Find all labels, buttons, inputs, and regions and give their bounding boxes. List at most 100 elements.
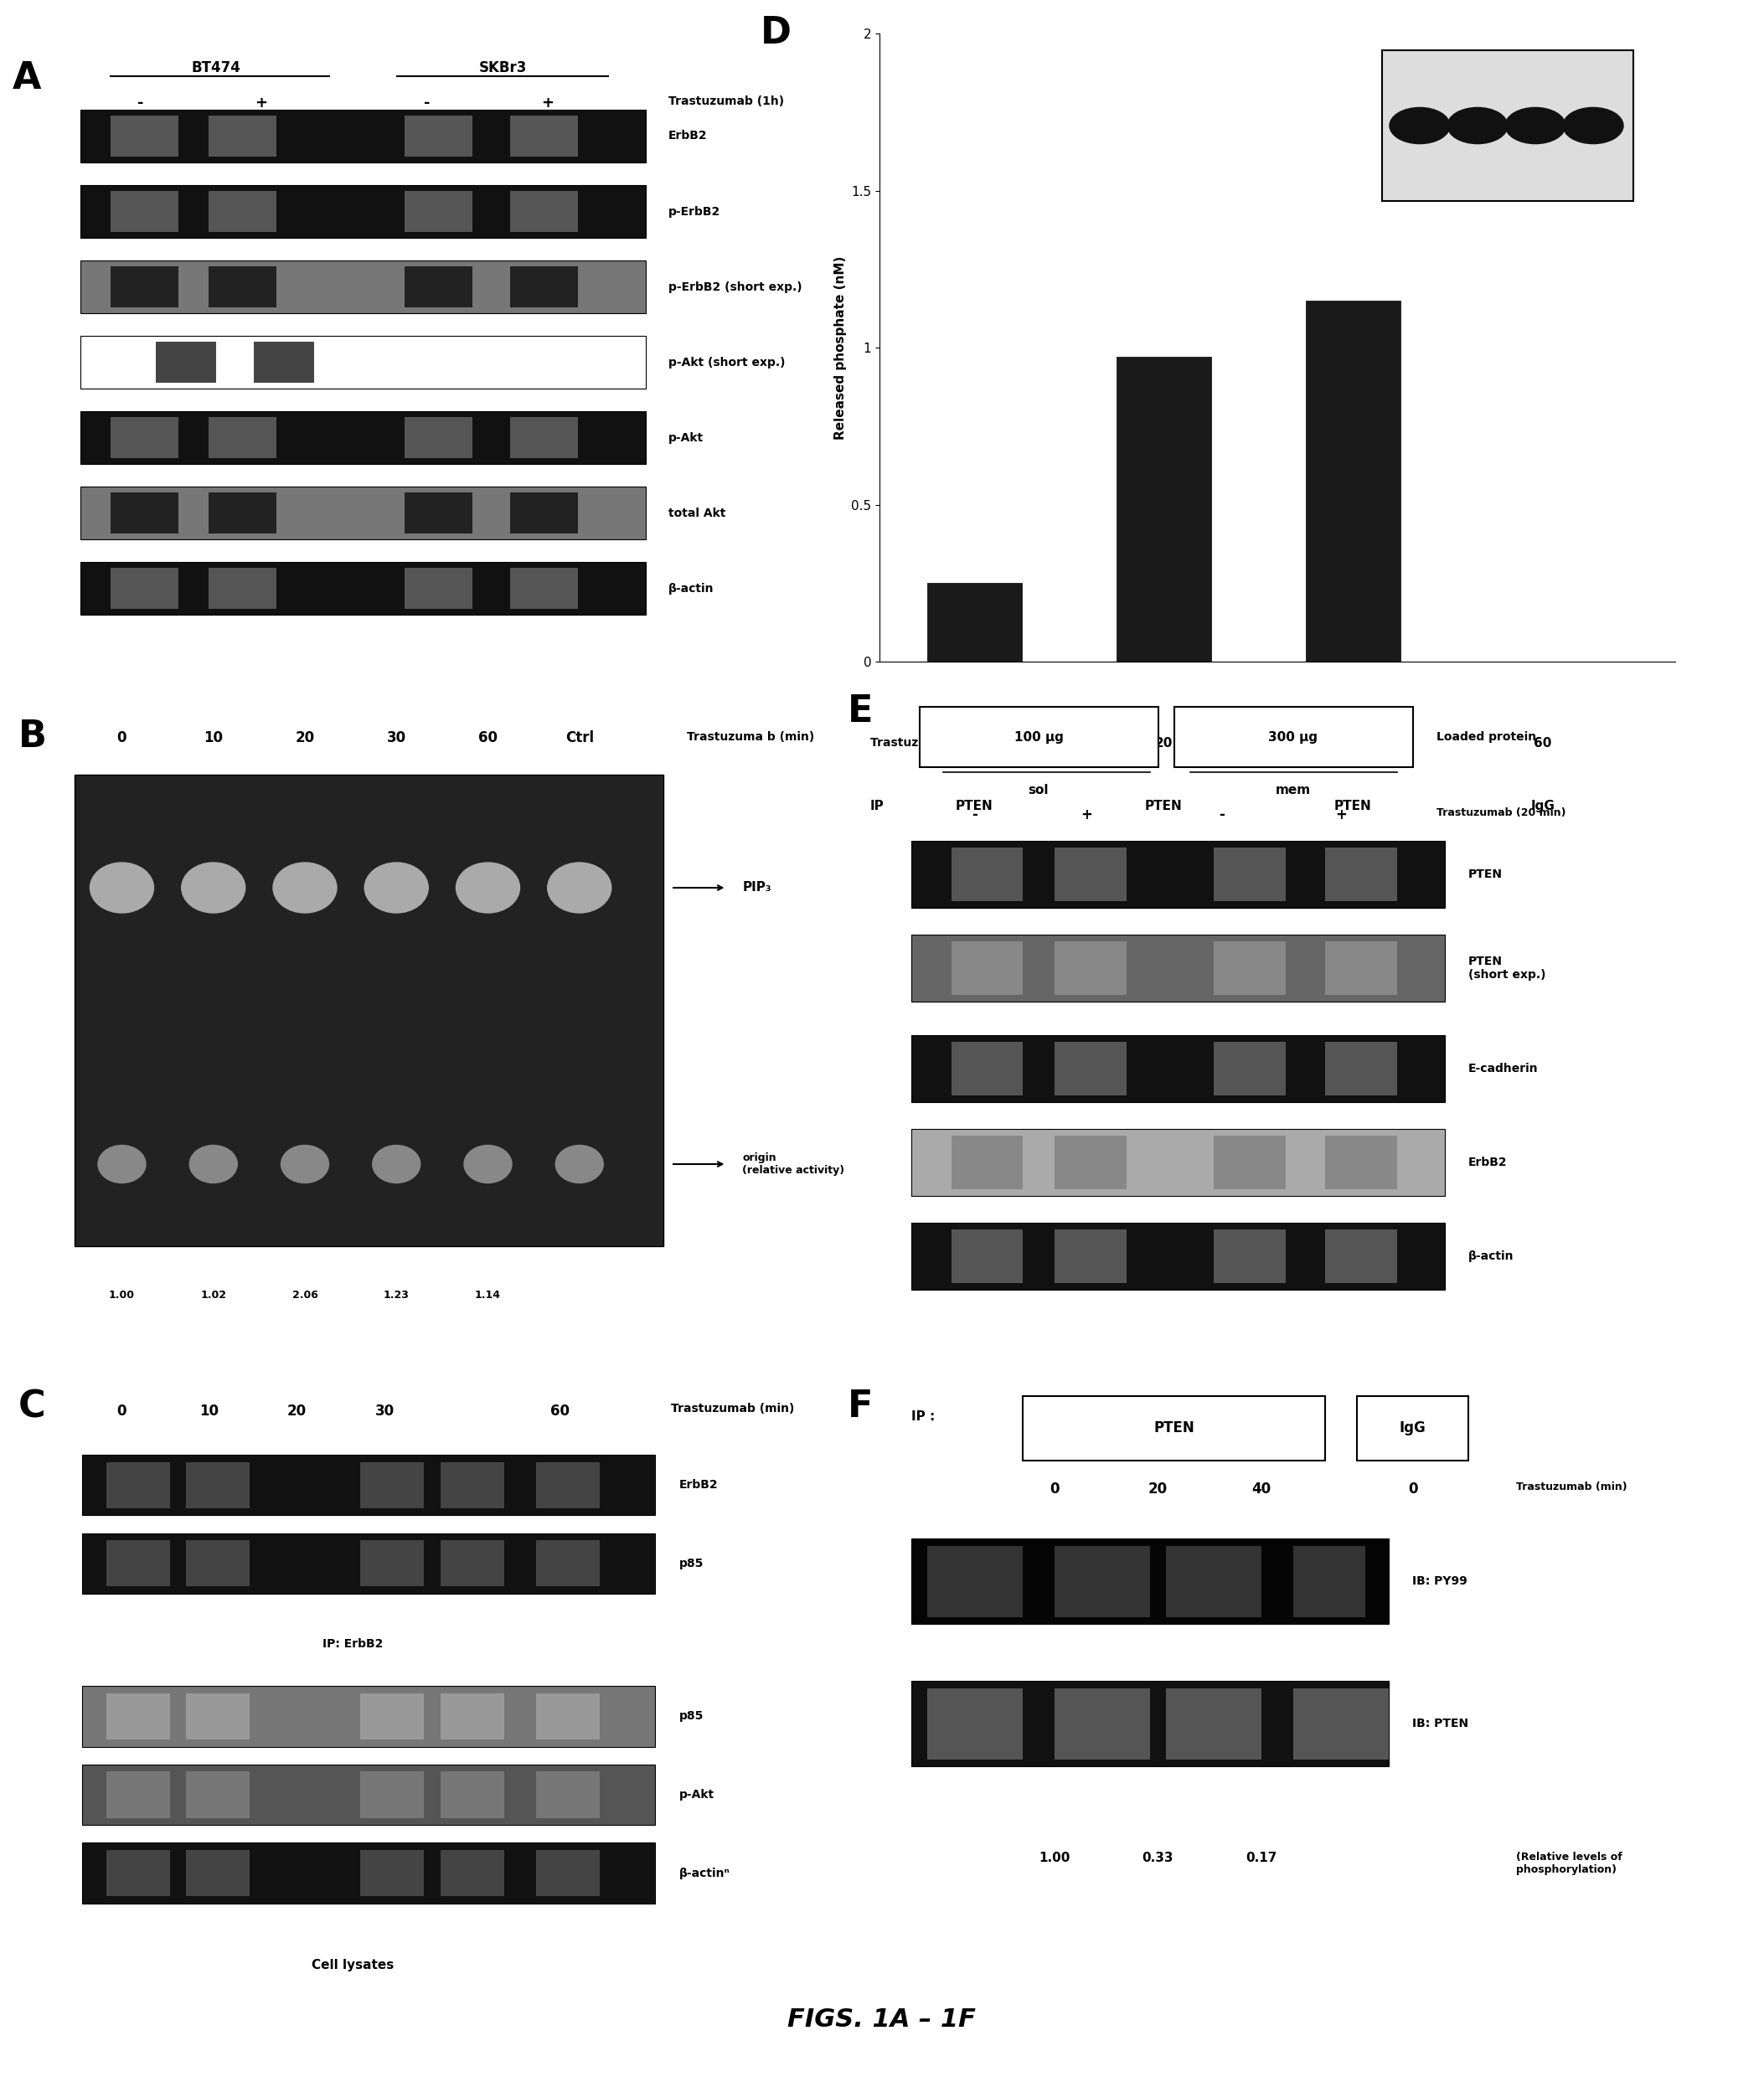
Text: 0: 0 xyxy=(1050,1482,1060,1497)
Text: A: A xyxy=(12,60,42,96)
Text: Cell lysates: Cell lysates xyxy=(312,1959,393,1972)
Bar xyxy=(111,117,178,156)
Text: IP :: IP : xyxy=(912,1410,935,1422)
Bar xyxy=(404,568,473,608)
Text: PTEN: PTEN xyxy=(1468,868,1503,881)
Bar xyxy=(912,1539,1388,1624)
Text: 100 μg: 100 μg xyxy=(1014,731,1064,743)
Text: 0: 0 xyxy=(1408,1482,1418,1497)
Bar xyxy=(111,266,178,308)
Text: 1.14: 1.14 xyxy=(475,1289,501,1301)
Bar xyxy=(510,117,579,156)
Bar xyxy=(83,1455,654,1516)
Text: -: - xyxy=(423,96,430,110)
Bar xyxy=(510,568,579,608)
Circle shape xyxy=(1563,108,1623,144)
Bar xyxy=(1325,1230,1397,1283)
Bar xyxy=(81,260,646,314)
Bar xyxy=(404,416,473,458)
Bar xyxy=(1325,941,1397,995)
Bar xyxy=(1055,1545,1150,1618)
Text: p-Akt (short exp.): p-Akt (short exp.) xyxy=(669,356,785,369)
Bar xyxy=(81,410,646,464)
Bar xyxy=(1305,300,1401,662)
Bar xyxy=(208,266,277,308)
Bar xyxy=(360,1772,425,1818)
Text: 0: 0 xyxy=(116,1403,127,1418)
Bar xyxy=(1023,1397,1325,1459)
Bar xyxy=(185,1541,249,1586)
Bar xyxy=(510,493,579,533)
Bar xyxy=(360,1851,425,1897)
Text: FIGS. 1A – 1F: FIGS. 1A – 1F xyxy=(789,2007,975,2032)
Bar xyxy=(106,1693,169,1741)
Text: -: - xyxy=(138,96,145,110)
Bar xyxy=(1055,1041,1125,1095)
Bar xyxy=(81,110,646,162)
Bar xyxy=(81,487,646,539)
Bar xyxy=(1325,1135,1397,1189)
Bar xyxy=(106,1851,169,1897)
Bar xyxy=(912,1035,1445,1101)
Bar xyxy=(1325,1041,1397,1095)
Text: IP: ErbB2: IP: ErbB2 xyxy=(323,1639,383,1649)
Bar xyxy=(360,1541,425,1586)
Text: 20: 20 xyxy=(288,1403,307,1418)
Text: Trastuzumab (min): Trastuzumab (min) xyxy=(1515,1482,1626,1493)
Text: p-Akt: p-Akt xyxy=(679,1788,714,1801)
Text: 20: 20 xyxy=(295,731,314,745)
Circle shape xyxy=(556,1145,603,1183)
Bar xyxy=(1166,1689,1261,1759)
Bar xyxy=(928,1545,1023,1618)
Text: 300 μg: 300 μg xyxy=(1268,731,1318,743)
Text: 0: 0 xyxy=(970,737,979,750)
Circle shape xyxy=(372,1145,420,1183)
Bar xyxy=(83,1763,654,1826)
Bar xyxy=(83,1532,654,1593)
Bar xyxy=(1214,1041,1286,1095)
Bar xyxy=(208,117,277,156)
Bar xyxy=(441,1541,505,1586)
Bar xyxy=(1214,1230,1286,1283)
Text: 20: 20 xyxy=(1148,1482,1168,1497)
Bar xyxy=(404,266,473,308)
Bar xyxy=(441,1462,505,1507)
Bar xyxy=(1357,1397,1468,1459)
Text: Trastuzumab (min): Trastuzumab (min) xyxy=(670,1403,794,1416)
Circle shape xyxy=(182,862,245,912)
Bar xyxy=(254,341,314,383)
Y-axis label: Released phosphate (nM): Released phosphate (nM) xyxy=(834,256,847,439)
Bar xyxy=(912,841,1445,908)
Bar xyxy=(360,1462,425,1507)
Bar xyxy=(951,847,1023,902)
Text: IP: IP xyxy=(870,799,884,812)
Circle shape xyxy=(90,862,153,912)
Bar xyxy=(1173,708,1413,766)
Bar xyxy=(536,1462,600,1507)
Text: 2.06: 2.06 xyxy=(293,1289,318,1301)
Text: SKBr3: SKBr3 xyxy=(478,60,527,75)
Text: Loaded protein: Loaded protein xyxy=(1436,731,1536,743)
Bar xyxy=(111,416,178,458)
Bar xyxy=(111,568,178,608)
Text: 10: 10 xyxy=(205,731,222,745)
Circle shape xyxy=(1448,108,1508,144)
Text: Trastuzuma b (min): Trastuzuma b (min) xyxy=(686,731,815,743)
Bar xyxy=(1055,847,1125,902)
Text: IgG: IgG xyxy=(1399,1420,1425,1437)
Bar xyxy=(926,583,1021,662)
Text: PTEN: PTEN xyxy=(1334,799,1372,812)
Bar xyxy=(912,935,1445,1001)
Bar xyxy=(81,185,646,237)
Bar xyxy=(106,1541,169,1586)
Bar xyxy=(83,1686,654,1747)
Text: IB: PTEN: IB: PTEN xyxy=(1413,1718,1469,1730)
Text: 0.33: 0.33 xyxy=(1143,1851,1173,1863)
Text: p-Akt: p-Akt xyxy=(669,431,704,443)
Text: -: - xyxy=(1219,808,1224,822)
Text: 60: 60 xyxy=(478,731,497,745)
Text: PTEN
(short exp.): PTEN (short exp.) xyxy=(1468,956,1545,981)
Text: PTEN: PTEN xyxy=(956,799,993,812)
Bar xyxy=(404,192,473,231)
Bar xyxy=(1325,847,1397,902)
